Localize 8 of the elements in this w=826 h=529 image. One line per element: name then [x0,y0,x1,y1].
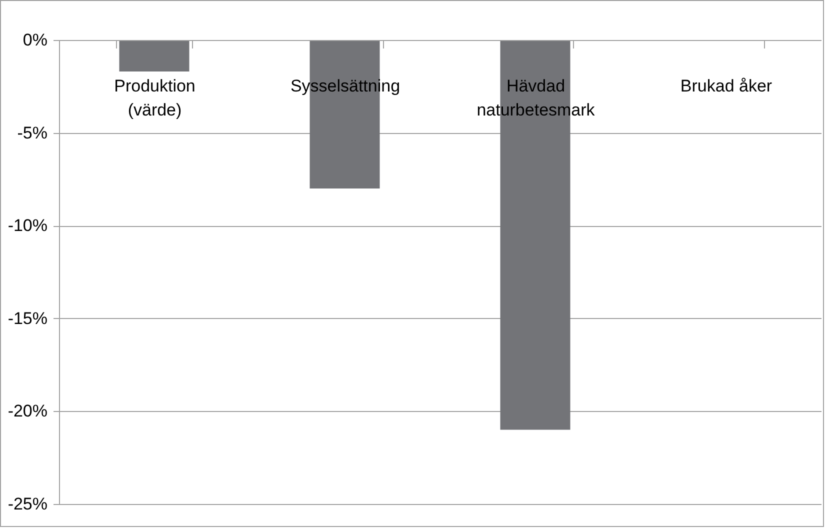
y-tick-label: -20% [8,402,48,421]
x-tick-label: Brukad åker [680,76,772,96]
y-tick-label: 0% [22,30,48,50]
y-tick-label: -15% [8,308,48,328]
y-tick-label: -10% [8,216,48,236]
y-tick-label: -25% [8,494,48,514]
y-tick-label: -5% [17,123,48,142]
x-tick-label: Produktion (värde) [114,76,196,120]
